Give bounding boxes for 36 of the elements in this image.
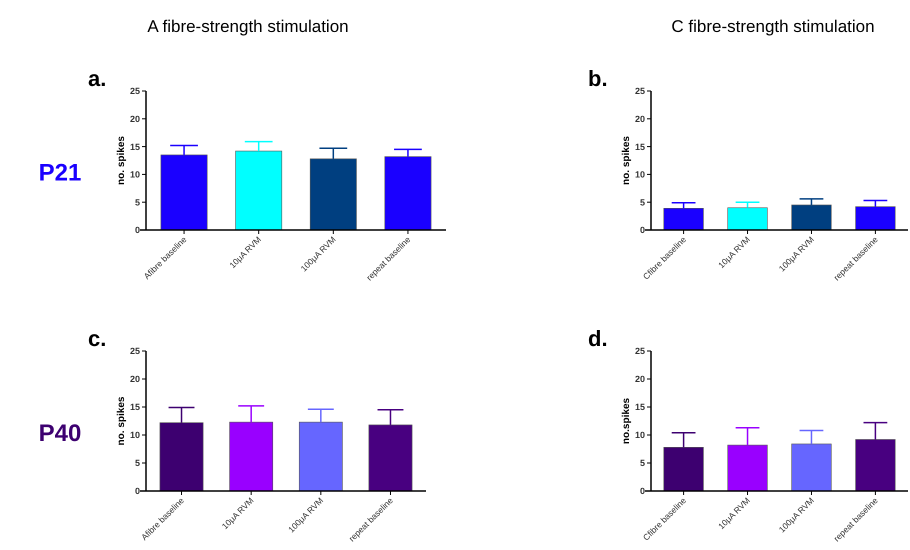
chart-subtitle: A fibre-strength stimulation [147,17,349,36]
y-tick-label: 20 [130,114,140,124]
y-tick-label: 0 [640,225,645,236]
chart-title: b. [588,66,608,91]
chart-subtitle: C fibre-strength stimulation [671,17,875,36]
y-axis-title: no. spikes [116,396,127,446]
y-axis-title: no.spikes [621,398,632,444]
y-tick-label: 0 [134,486,140,496]
chart-title: d. [588,326,608,351]
chart-title: a. [88,66,106,91]
text: P40 [38,420,82,447]
y-tick-label: 5 [134,197,140,208]
y-tick-label: 20 [634,114,645,124]
y-tick-label: 0 [134,225,140,236]
y-tick-label: 5 [640,197,645,208]
chart-title: c. [88,326,106,351]
y-tick-label: 10 [634,170,645,180]
y-tick-label: 25 [130,346,140,356]
y-tick-label: 5 [640,458,645,468]
y-tick-label: 15 [634,142,645,152]
y-tick-label: 15 [130,402,140,412]
y-tick-label: 5 [134,458,140,468]
y-tick-label: 15 [634,402,645,412]
y-tick-label: 25 [634,86,645,96]
y-tick-label: 25 [634,346,645,356]
y-tick-label: 20 [130,374,140,384]
y-tick-label: 15 [130,142,140,152]
y-tick-label: 25 [130,86,140,96]
y-tick-label: 0 [640,486,645,496]
y-tick-label: 20 [634,374,645,384]
y-axis-title: no. spikes [116,136,127,185]
y-tick-label: 10 [130,170,140,180]
y-tick-label: 10 [634,430,645,440]
text: P21 [38,160,82,186]
y-axis-title: no. spikes [621,136,632,185]
y-tick-label: 10 [130,430,140,440]
